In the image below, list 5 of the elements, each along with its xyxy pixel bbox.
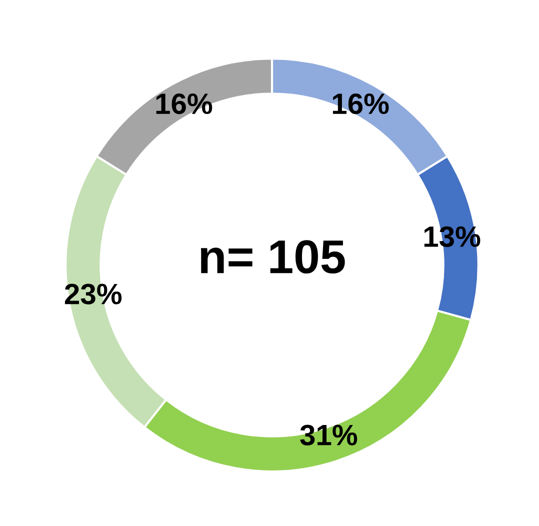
- data-label: 16%: [332, 93, 389, 114]
- data-label: 16%: [156, 93, 212, 114]
- data-label: 23%: [64, 284, 122, 304]
- data-label: 31%: [300, 424, 358, 446]
- text: n= 105: [200, 240, 345, 274]
